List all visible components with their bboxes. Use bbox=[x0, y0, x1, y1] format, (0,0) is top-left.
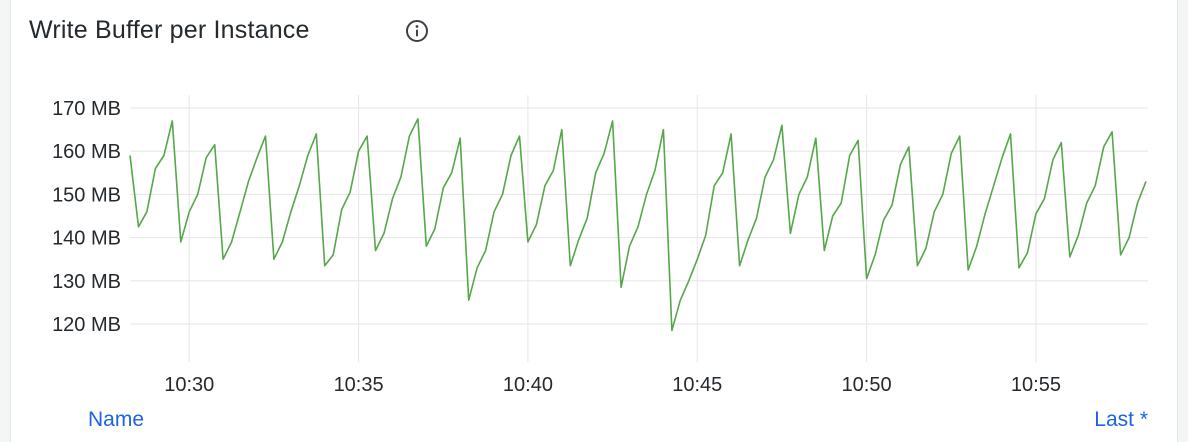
legend-name-header[interactable]: Name bbox=[88, 408, 145, 431]
x-tick-label: 10:55 bbox=[1011, 374, 1061, 396]
panel-title: Write Buffer per Instance bbox=[29, 16, 310, 44]
y-tick-label: 140 MB bbox=[52, 228, 121, 250]
y-tick-label: 120 MB bbox=[52, 314, 121, 336]
y-tick-label: 170 MB bbox=[52, 98, 121, 120]
x-tick-label: 10:45 bbox=[672, 374, 722, 396]
y-tick-label: 130 MB bbox=[52, 271, 121, 293]
x-axis: 10:30 10:35 10:40 10:45 10:50 10:55 bbox=[164, 374, 1061, 396]
y-axis: 170 MB 160 MB 150 MB 140 MB 130 MB 120 MB bbox=[52, 98, 121, 336]
x-tick-label: 10:30 bbox=[164, 374, 214, 396]
x-tick-label: 10:35 bbox=[334, 374, 384, 396]
series-group bbox=[129, 118, 1147, 332]
info-circle-icon[interactable] bbox=[405, 19, 429, 43]
chart-grid bbox=[130, 95, 1148, 362]
y-tick-label: 160 MB bbox=[52, 141, 121, 163]
series-line bbox=[129, 118, 1147, 332]
x-tick-label: 10:50 bbox=[842, 374, 892, 396]
x-tick-label: 10:40 bbox=[503, 374, 553, 396]
y-tick-label: 150 MB bbox=[52, 184, 121, 206]
legend-last-header[interactable]: Last * bbox=[1094, 408, 1148, 431]
